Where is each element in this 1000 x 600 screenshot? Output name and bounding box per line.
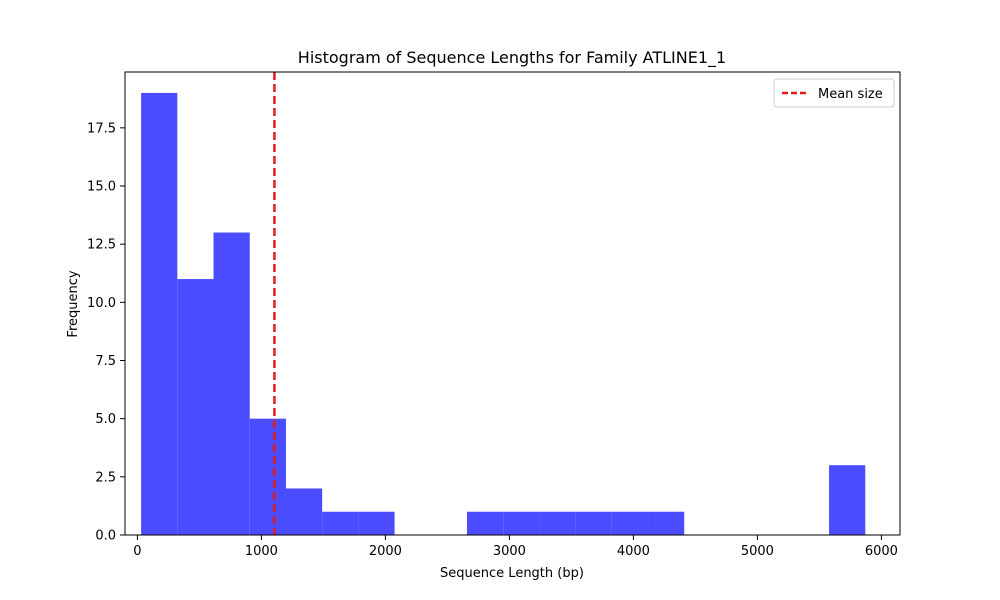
y-tick-label: 0.0 (95, 529, 116, 544)
histogram-bar (285, 488, 323, 535)
histogram-bar (141, 92, 178, 535)
chart-title: Histogram of Sequence Lengths for Family… (298, 48, 726, 68)
histogram-bar (611, 511, 649, 535)
x-tick-label: 1000 (245, 544, 278, 559)
histogram-bar (358, 511, 395, 535)
x-tick-label: 5000 (741, 544, 774, 559)
y-tick-label: 12.5 (87, 238, 116, 253)
y-axis-ticks: 0.0 2.5 5.0 7.5 10.0 12.5 15.0 17.5 (87, 121, 125, 544)
y-tick-label: 15.0 (87, 180, 116, 195)
x-tick-label: 6000 (865, 544, 898, 559)
x-axis-label: Sequence Length (bp) (440, 566, 584, 581)
legend: Mean size (773, 78, 895, 108)
histogram-bar (503, 511, 540, 535)
histogram-bar (829, 465, 866, 535)
x-tick-label: 0 (133, 544, 141, 559)
axes-frame (124, 71, 901, 536)
histogram-bar (575, 511, 612, 535)
plot-area (124, 71, 901, 536)
x-axis-ticks: 0 1000 2000 3000 4000 5000 6000 (133, 535, 898, 559)
y-axis-label: Frequency (66, 270, 81, 337)
x-tick-label: 3000 (493, 544, 526, 559)
histogram-bar (213, 232, 250, 535)
x-tick-label: 2000 (369, 544, 402, 559)
y-tick-label: 10.0 (87, 296, 116, 311)
histogram-bar (648, 511, 685, 535)
histogram-bar (177, 279, 214, 535)
histogram-bar (539, 511, 576, 535)
x-tick-label: 4000 (617, 544, 650, 559)
legend-box (773, 78, 895, 108)
legend-mean-size-label: Mean size (818, 87, 883, 102)
y-tick-label: 5.0 (95, 412, 116, 427)
y-tick-label: 2.5 (95, 470, 116, 485)
histogram-bar (466, 511, 504, 535)
y-tick-label: 17.5 (87, 121, 116, 136)
y-tick-label: 7.5 (95, 354, 116, 369)
histogram-bar (249, 418, 286, 535)
histogram-bar (322, 511, 359, 535)
